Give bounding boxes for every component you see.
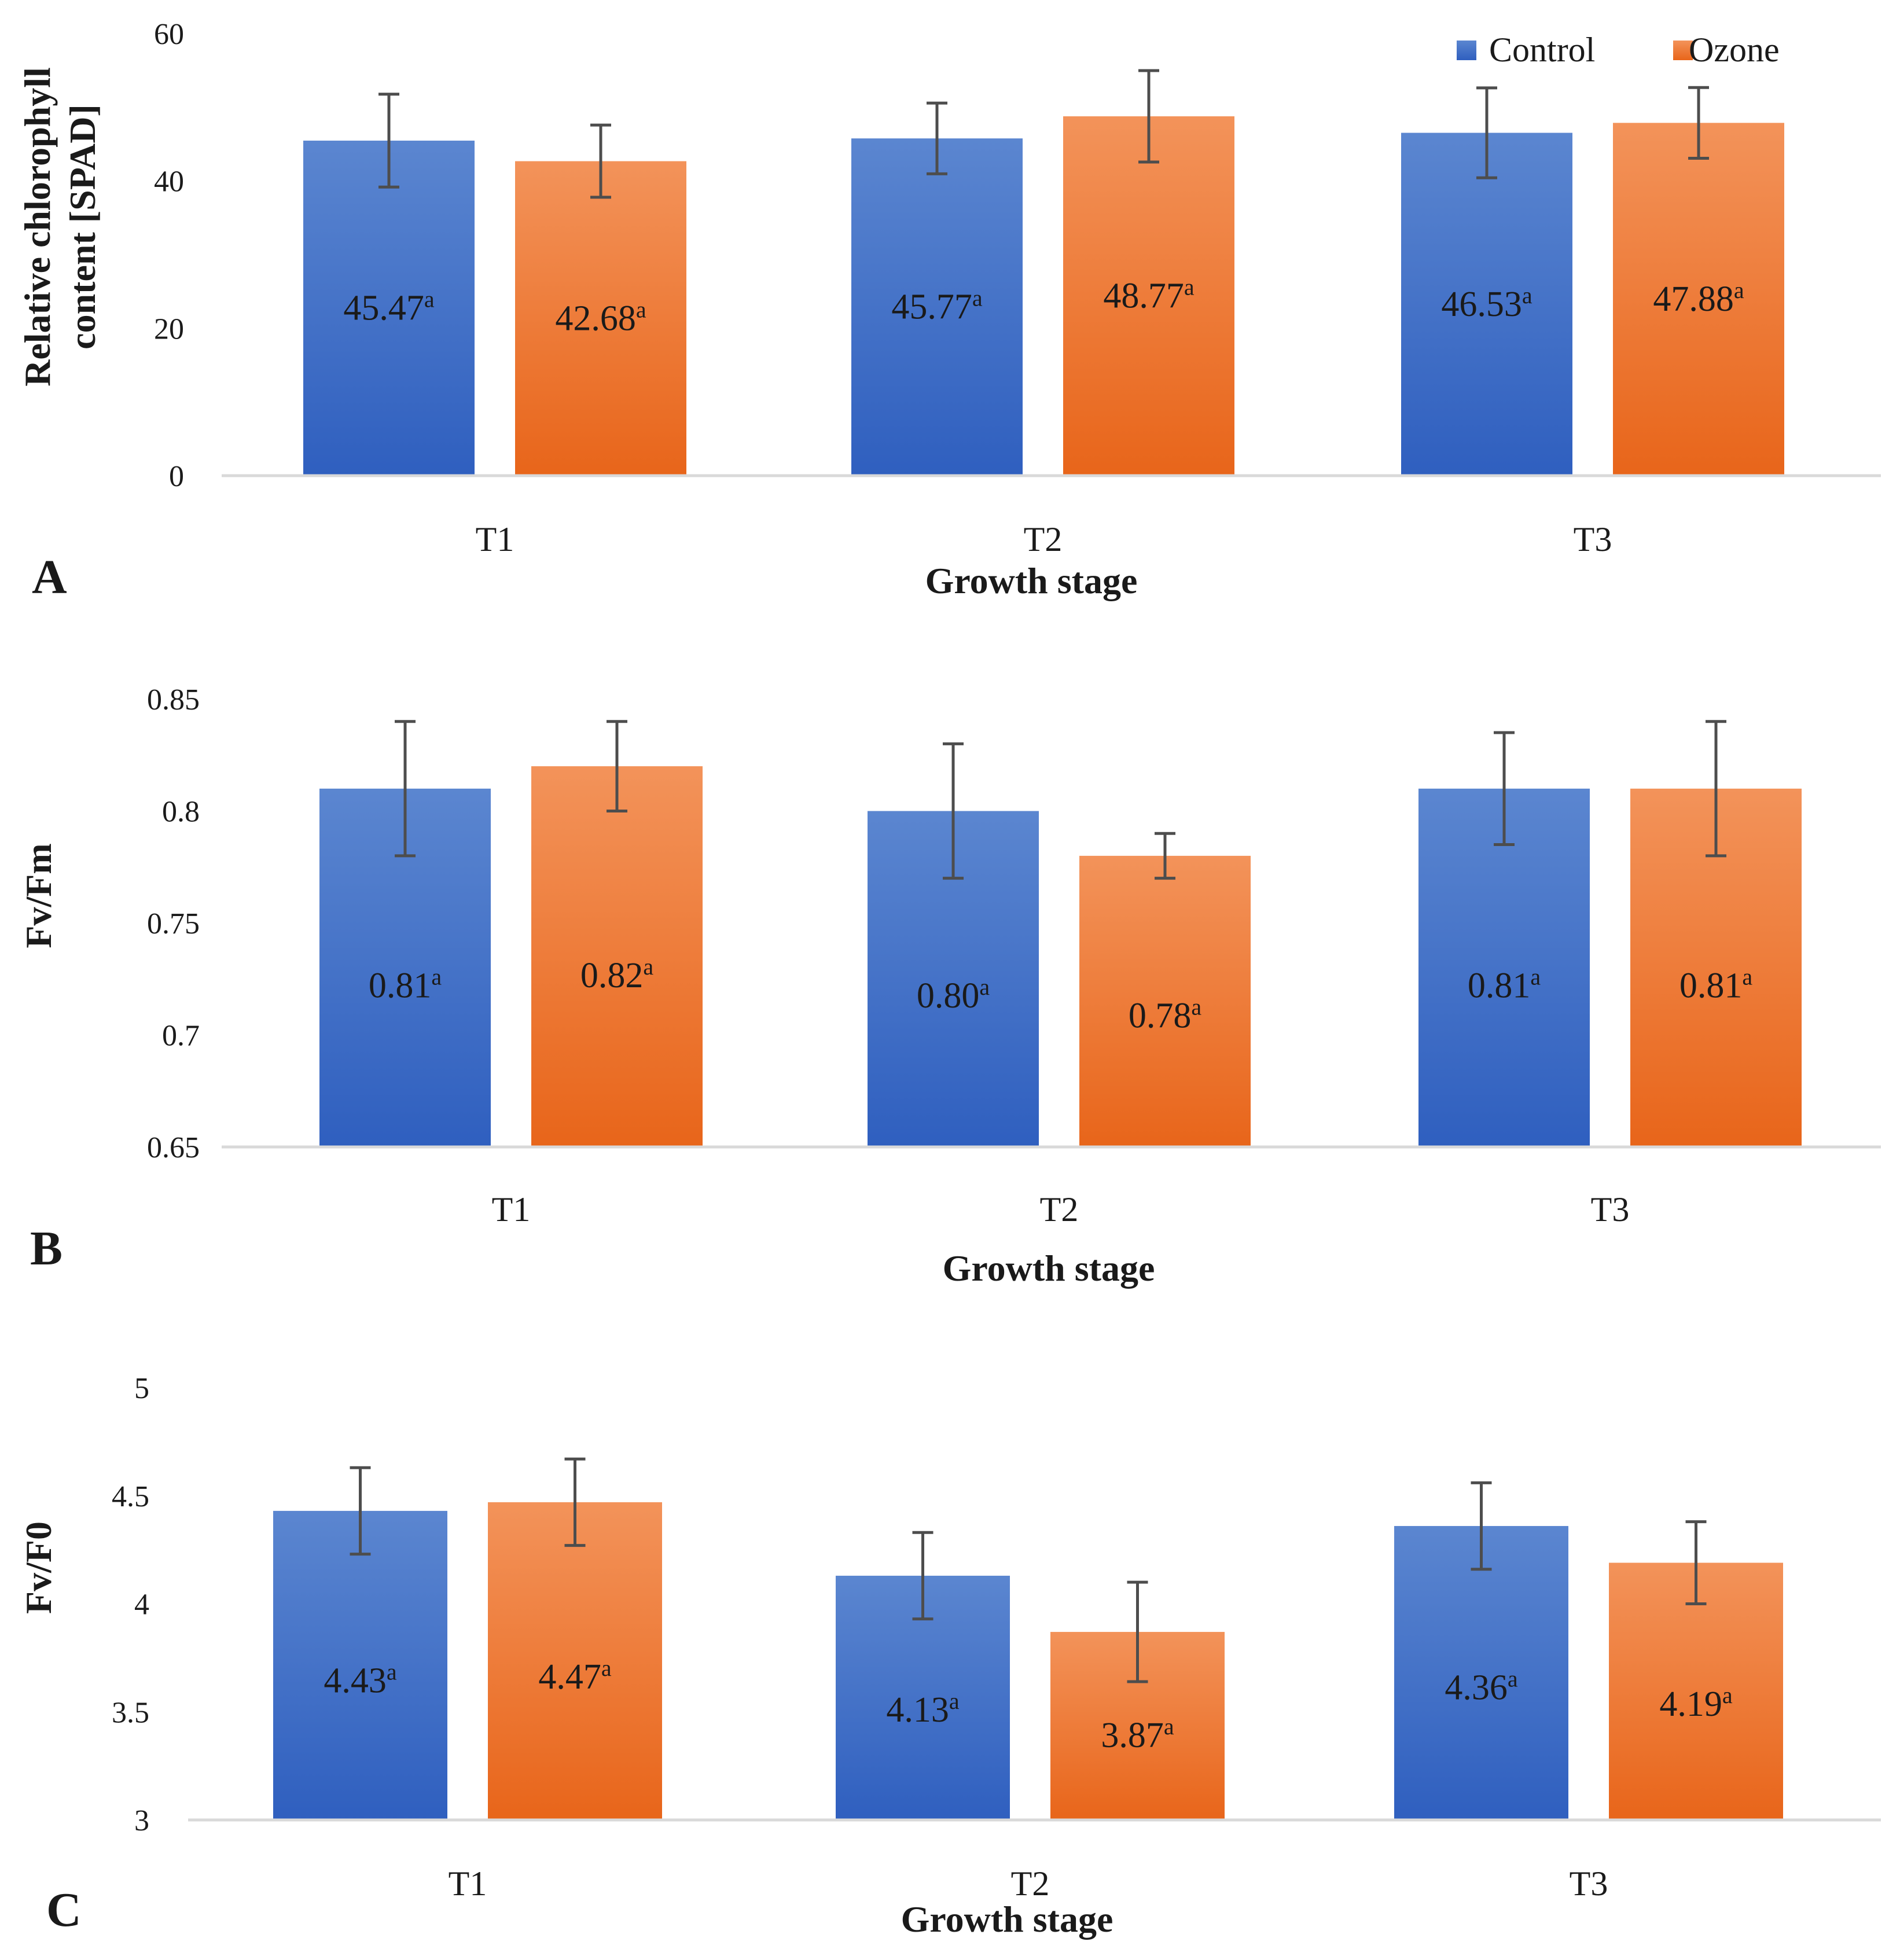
panel-a-data-label-t1-control: 45.47a: [343, 286, 435, 328]
chart-panel-c: 3 3.5 4 4.5 5 4.43a 4.47a T1 4.13a 3.87a T2 4.36a 4.…: [18, 1372, 1881, 1940]
panel-c-data-label-t2-control: 4.13a: [886, 1688, 960, 1730]
panel-c-y-axis-title: Fv/F0: [18, 1521, 59, 1614]
panel-b-y-axis-title: Fv/Fm: [18, 843, 59, 948]
panel-a-letter: A: [32, 550, 67, 604]
significance-letter: a: [1530, 964, 1541, 990]
panel-c-y-tick-label: 4.5: [112, 1480, 149, 1513]
panel-c-x-tick-label: T3: [1570, 1865, 1608, 1903]
significance-letter: a: [1508, 1665, 1518, 1691]
panel-b-x-tick-label: T1: [492, 1190, 531, 1229]
significance-letter: a: [1742, 964, 1752, 990]
panel-a-bar-t2-control: [851, 138, 1023, 476]
panel-c-y-tick-label: 3: [134, 1804, 149, 1837]
panel-c-data-label-t2-ozone: 3.87a: [1101, 1713, 1174, 1755]
panel-b-x-tick-label: T2: [1040, 1190, 1079, 1229]
panel-a-bar-t2-ozone: [1063, 116, 1234, 476]
significance-letter: a: [1522, 282, 1532, 308]
panel-a-y-tick-label: 0: [169, 460, 184, 493]
panel-c-y-tick-label: 3.5: [112, 1696, 149, 1729]
legend-label-control: Control: [1489, 31, 1595, 69]
panel-b-data-label-t2-control: 0.80a: [917, 974, 990, 1016]
panel-b-bar-t2-ozone: [1079, 855, 1251, 1147]
significance-letter: a: [1184, 274, 1195, 300]
panel-c-data-label-t3-ozone: 4.19a: [1659, 1682, 1733, 1724]
panel-a-y-tick-label: 20: [154, 312, 184, 345]
panel-b-letter: B: [30, 1222, 63, 1275]
chart-panel-a: 0 20 40 60 45.47a 42.68a T1 45.77a 48.77a T2 46.53…: [17, 18, 1881, 604]
panel-b-data-label-t3-control: 0.81a: [1468, 964, 1541, 1005]
panel-a-bar-t1-ozone: [515, 161, 686, 476]
panel-a-data-label-t1-ozone: 42.68a: [555, 296, 646, 338]
panel-a-bar-t3-control: [1401, 133, 1572, 476]
significance-letter: a: [1164, 1713, 1174, 1740]
significance-letter: a: [636, 296, 646, 322]
significance-letter: a: [387, 1659, 397, 1685]
panel-c-bar-t3-ozone: [1609, 1562, 1783, 1820]
legend-swatch-control: [1457, 41, 1476, 60]
legend: Control Ozone: [1457, 31, 1780, 69]
panel-b-y-tick-label: 0.75: [147, 907, 200, 940]
significance-letter: a: [601, 1655, 612, 1681]
panel-a-bar-t1-control: [303, 141, 475, 476]
panel-a-x-axis-title: Growth stage: [925, 560, 1138, 601]
panel-a-data-label-t3-control: 46.53a: [1441, 282, 1532, 324]
panel-c-x-tick-label: T1: [449, 1865, 487, 1903]
panel-c-data-label-t1-ozone: 4.47a: [538, 1655, 612, 1697]
panel-b-y-tick-label: 0.7: [162, 1020, 200, 1053]
panel-c-bar-t1-control: [273, 1510, 447, 1820]
panel-a-data-label-t3-ozone: 47.88a: [1653, 277, 1744, 319]
panel-a-marks: 0 20 40 60 45.47a 42.68a T1 45.77a 48.77a T2 46.53…: [154, 18, 1881, 558]
significance-letter: a: [979, 974, 990, 1000]
panel-b-x-tick-label: T3: [1591, 1190, 1630, 1229]
panel-b-y-tick-label: 0.65: [147, 1131, 200, 1164]
panel-c-data-label-t3-control: 4.36a: [1445, 1665, 1518, 1707]
panel-a-x-tick-label: T3: [1574, 520, 1612, 558]
panel-b-data-label-t3-ozone: 0.81a: [1679, 964, 1753, 1005]
panel-c-x-axis-title: Growth stage: [901, 1899, 1113, 1940]
panel-a-y-tick-label: 40: [154, 166, 184, 198]
panel-a-data-label-t2-ozone: 48.77a: [1103, 274, 1195, 315]
panel-b-marks: 0.65 0.7 0.75 0.8 0.85 0.81a 0.82a T1 0.80a 0.78a…: [147, 683, 1881, 1229]
panel-b-data-label-t2-ozone: 0.78a: [1129, 994, 1202, 1036]
panel-c-bar-t3-control: [1394, 1526, 1568, 1820]
panel-a-y-axis-title-line-1: Relative chlorophyll: [17, 67, 58, 387]
significance-letter: a: [1734, 277, 1744, 303]
panel-a-data-label-t2-control: 45.77a: [891, 285, 983, 327]
panel-c-data-label-t1-control: 4.43a: [324, 1659, 397, 1701]
legend-label-ozone: Ozone: [1689, 31, 1780, 69]
significance-letter: a: [972, 285, 983, 311]
significance-letter: a: [1191, 994, 1201, 1020]
significance-letter: a: [431, 964, 442, 990]
significance-letter: a: [1722, 1682, 1733, 1708]
panel-c-bar-t1-ozone: [488, 1502, 662, 1820]
panel-c-y-tick-label: 4: [134, 1588, 149, 1621]
panel-b-data-label-t1-control: 0.81a: [369, 964, 442, 1005]
panel-a-x-tick-label: T1: [476, 520, 514, 558]
legend-swatch-ozone: [1673, 41, 1693, 60]
panel-a-bar-t3-ozone: [1613, 123, 1784, 476]
panel-c-y-tick-label: 5: [134, 1372, 149, 1405]
panel-b-data-label-t1-ozone: 0.82a: [580, 954, 654, 995]
panel-a-y-axis-title-line-2: content [SPAD]: [62, 104, 103, 350]
panel-b-bar-t1-ozone: [531, 766, 703, 1147]
panel-c-marks: 3 3.5 4 4.5 5 4.43a 4.47a T1 4.13a 3.87a T2 4.36a 4.…: [112, 1372, 1881, 1903]
significance-letter: a: [949, 1688, 960, 1714]
panel-b-y-tick-label: 0.8: [162, 796, 200, 829]
panel-b-x-axis-title: Growth stage: [943, 1248, 1155, 1289]
panel-c-letter: C: [46, 1883, 82, 1937]
significance-letter: a: [643, 954, 653, 980]
panel-b-bar-t3-control: [1418, 788, 1590, 1147]
panel-b-y-tick-label: 0.85: [147, 683, 200, 716]
chart-panel-b: 0.65 0.7 0.75 0.8 0.85 0.81a 0.82a T1 0.80a 0.78a…: [18, 683, 1881, 1289]
significance-letter: a: [424, 286, 435, 312]
panel-a-x-tick-label: T2: [1024, 520, 1063, 558]
panel-a-y-tick-label: 60: [154, 18, 184, 51]
panel-c-x-tick-label: T2: [1011, 1865, 1050, 1903]
